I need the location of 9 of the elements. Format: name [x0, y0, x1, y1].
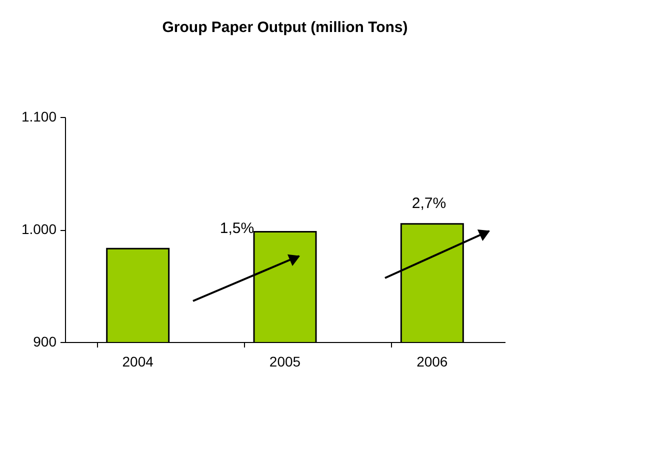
y-tick-label: 1.000 — [21, 221, 57, 237]
annotation: 2,7% — [412, 195, 446, 212]
y-tick-label: 900 — [33, 334, 57, 350]
x-tick-label: 2006 — [416, 354, 448, 370]
annotation: 1,5% — [220, 220, 254, 237]
y-tick-label: 1.100 — [21, 108, 57, 124]
x-tick-label: 2004 — [122, 354, 154, 370]
chart-title: Group Paper Output (million Tons) — [162, 19, 408, 36]
x-tick-label: 2005 — [269, 354, 301, 370]
